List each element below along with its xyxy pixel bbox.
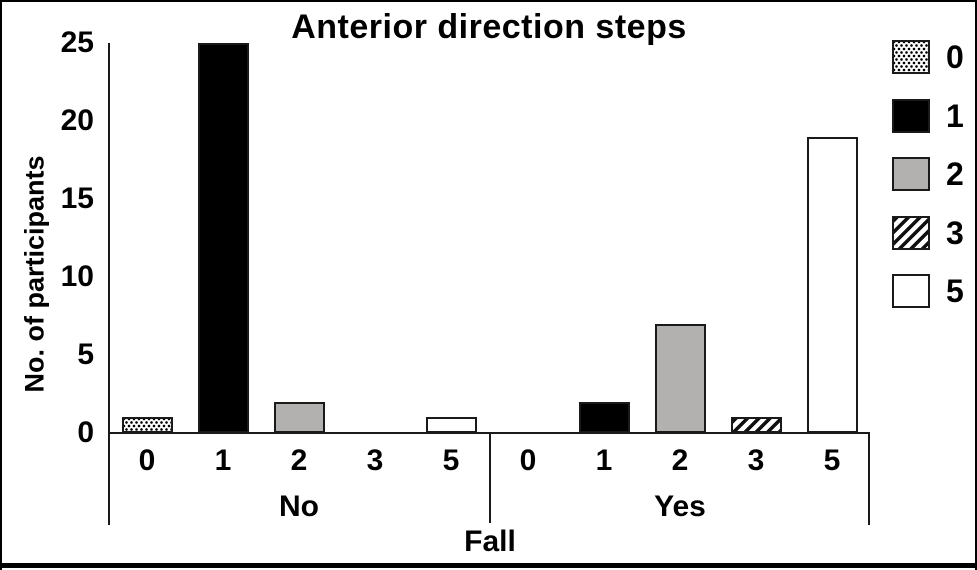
legend-label-3: 3 (946, 214, 964, 251)
bar-no-5 (425, 417, 477, 433)
legend-swatch-3 (892, 215, 930, 250)
group-divider-line (489, 432, 491, 523)
y-axis-line (108, 43, 110, 525)
y-tick-label: 15 (60, 182, 94, 215)
x-axis-label: Fall (464, 525, 516, 558)
bar-yes-5 (806, 137, 858, 433)
group-label-no: No (279, 490, 319, 523)
legend-label-5: 5 (946, 273, 964, 309)
y-tick-label: 25 (60, 26, 94, 59)
y-tick-label: 20 (60, 104, 94, 137)
bar-no-0 (121, 417, 173, 433)
x-tick-label: 0 (519, 444, 537, 477)
x-tick-label: 2 (671, 444, 689, 477)
x-tick-label: 5 (823, 444, 841, 477)
x-tick-label: 1 (595, 444, 613, 477)
figure-bottom-rule (2, 563, 975, 568)
chart-title: Anterior direction steps (291, 8, 687, 46)
group-label-yes: Yes (654, 490, 706, 523)
bar-no-1 (197, 43, 249, 433)
bar-yes-3 (730, 417, 782, 433)
legend-label-0: 0 (946, 39, 964, 75)
legend-label-2: 2 (946, 156, 964, 192)
legend-swatch-0 (892, 40, 930, 74)
x-tick-label: 5 (442, 444, 460, 477)
y-tick-label: 0 (77, 416, 94, 449)
x-tick-label: 3 (747, 444, 765, 477)
legend-swatch-2 (892, 157, 930, 191)
legend-swatch-5 (892, 274, 930, 308)
legend-swatch-1 (892, 98, 930, 133)
y-tick-label: 10 (60, 260, 94, 293)
bar-yes-2 (654, 324, 706, 433)
x-tick-label: 0 (138, 444, 156, 477)
x-tick-label: 2 (290, 444, 308, 477)
x-tick-label: 3 (366, 444, 384, 477)
bar-no-2 (273, 402, 325, 433)
x-tick-label: 1 (214, 444, 232, 477)
bar-yes-1 (578, 402, 630, 433)
plot-right-boundary-line (868, 432, 870, 525)
legend-label-1: 1 (946, 97, 964, 134)
y-tick-label: 5 (77, 338, 94, 371)
